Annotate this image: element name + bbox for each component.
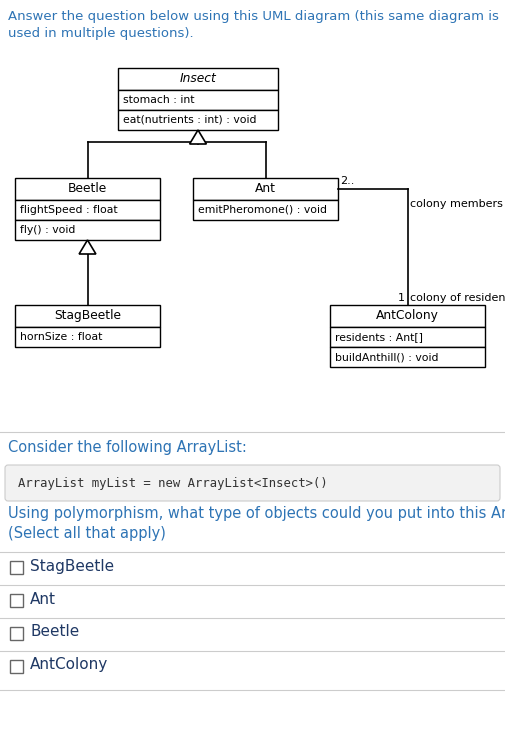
- Text: 2..: 2..: [340, 176, 355, 186]
- Text: Beetle: Beetle: [30, 624, 79, 640]
- Bar: [10, 594, 23, 607]
- Text: Using polymorphism, what type of objects could you put into this ArrayList?: Using polymorphism, what type of objects…: [8, 506, 505, 521]
- Polygon shape: [189, 130, 207, 144]
- Text: Answer the question below using this UML diagram (this same diagram is
used in m: Answer the question below using this UML…: [8, 10, 499, 40]
- Text: Beetle: Beetle: [68, 183, 107, 195]
- FancyBboxPatch shape: [5, 465, 500, 501]
- Polygon shape: [79, 240, 96, 254]
- Text: stomach : int: stomach : int: [123, 95, 194, 105]
- Text: 1: 1: [397, 293, 405, 303]
- Text: Ant: Ant: [255, 183, 276, 195]
- Text: (Select all that apply): (Select all that apply): [8, 526, 166, 541]
- Text: AntColony: AntColony: [30, 657, 108, 673]
- Text: fly() : void: fly() : void: [20, 225, 75, 235]
- Bar: [10, 627, 23, 640]
- Text: eat(nutrients : int) : void: eat(nutrients : int) : void: [123, 115, 257, 125]
- Bar: [10, 561, 23, 574]
- Bar: [15, 178, 160, 200]
- Text: buildAnthill() : void: buildAnthill() : void: [335, 352, 438, 362]
- Bar: [15, 305, 160, 327]
- Bar: [193, 178, 338, 200]
- Text: Ant: Ant: [30, 591, 56, 607]
- Text: StagBeetle: StagBeetle: [54, 309, 121, 322]
- Bar: [330, 347, 485, 367]
- Bar: [330, 327, 485, 347]
- Text: colony members: colony members: [411, 199, 503, 209]
- Text: Consider the following ArrayList:: Consider the following ArrayList:: [8, 440, 247, 455]
- Text: AntColony: AntColony: [376, 309, 439, 322]
- Bar: [193, 200, 338, 220]
- Bar: [15, 200, 160, 220]
- Text: StagBeetle: StagBeetle: [30, 558, 114, 574]
- Text: colony of residence: colony of residence: [411, 293, 505, 303]
- Bar: [10, 660, 23, 673]
- Bar: [118, 110, 278, 130]
- Text: Insect: Insect: [180, 72, 216, 86]
- Bar: [118, 68, 278, 90]
- Text: emitPheromone() : void: emitPheromone() : void: [198, 205, 327, 215]
- Text: ArrayList myList = new ArrayList<Insect>(): ArrayList myList = new ArrayList<Insect>…: [18, 477, 328, 490]
- Text: residents : Ant[]: residents : Ant[]: [335, 332, 423, 342]
- Bar: [15, 327, 160, 347]
- Bar: [15, 220, 160, 240]
- Text: flightSpeed : float: flightSpeed : float: [20, 205, 118, 215]
- Bar: [330, 305, 485, 327]
- Text: hornSize : float: hornSize : float: [20, 332, 103, 342]
- Bar: [118, 90, 278, 110]
